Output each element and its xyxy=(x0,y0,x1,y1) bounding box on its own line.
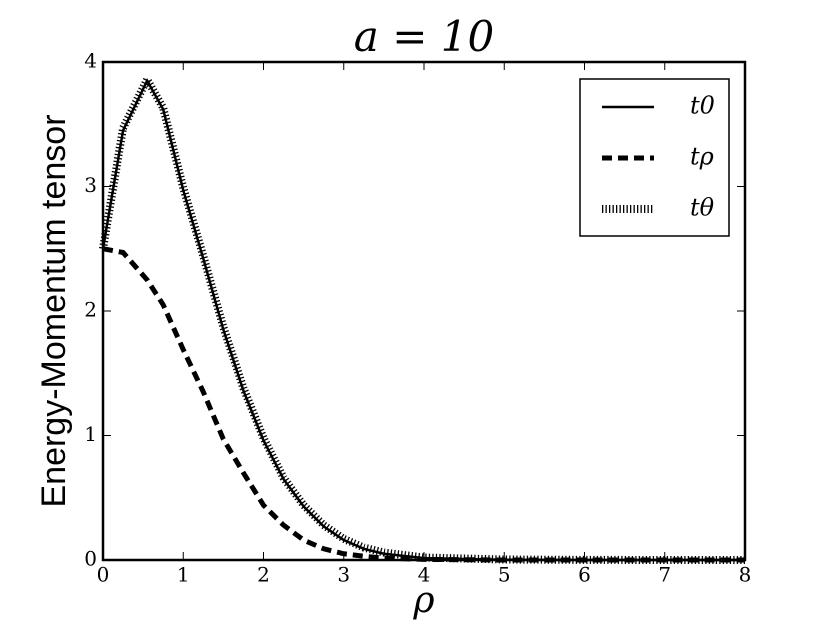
x-tick-label: 4 xyxy=(418,563,431,587)
legend-label: tθ xyxy=(690,194,715,222)
series-line xyxy=(102,246,745,563)
y-tick-label: 0 xyxy=(84,547,97,571)
x-tick-label: 8 xyxy=(739,563,752,587)
y-tick-label: 1 xyxy=(84,422,97,446)
x-tick-label: 2 xyxy=(257,563,270,587)
x-tick-label: 0 xyxy=(97,563,110,587)
x-axis-label: ρ xyxy=(412,580,434,621)
x-tick-label: 5 xyxy=(498,563,511,587)
y-tick-label: 4 xyxy=(84,49,97,73)
legend-label: tρ xyxy=(690,143,714,171)
x-tick-label: 3 xyxy=(337,563,350,587)
y-axis-label: Energy-Momentum tensor xyxy=(35,114,73,507)
x-tick-label: 6 xyxy=(578,563,591,587)
chart-title: a = 10 xyxy=(354,12,494,61)
x-tick-label: 1 xyxy=(177,563,190,587)
legend-label: t0 xyxy=(690,92,715,120)
plot-frame xyxy=(101,60,747,562)
y-tick-label: 2 xyxy=(84,298,97,322)
y-tick-label: 3 xyxy=(84,173,97,197)
x-tick-label: 7 xyxy=(658,563,671,587)
